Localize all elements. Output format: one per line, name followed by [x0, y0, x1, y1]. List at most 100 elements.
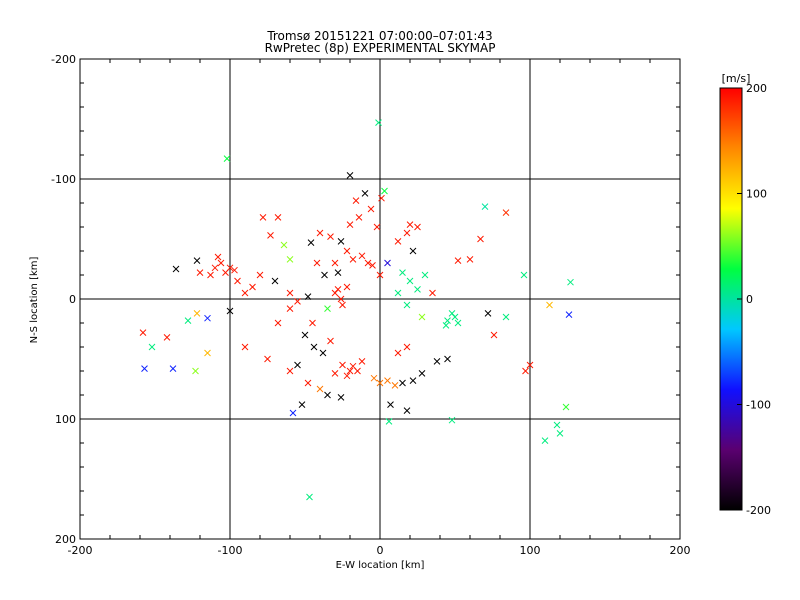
data-points	[139, 119, 574, 501]
x-tick-label: -100	[218, 544, 243, 557]
x-tick-label: -200	[68, 544, 93, 557]
data-point-cross	[241, 343, 249, 351]
y-tick-labels: 200 100 0 -100 -200	[51, 53, 76, 546]
data-point-cross	[378, 194, 385, 202]
data-point-cross	[267, 232, 274, 239]
data-point-cross	[349, 256, 357, 263]
data-point-cross	[211, 264, 219, 272]
data-point-cross	[429, 289, 436, 297]
data-point-cross	[403, 229, 411, 237]
colorbar: [m/s] 200 100 0 -100 -200	[719, 72, 771, 517]
data-point-cross	[502, 209, 510, 216]
data-point-cross	[249, 283, 256, 291]
data-point-cross	[409, 377, 417, 384]
data-point-cross	[343, 283, 351, 291]
data-point-cross	[309, 319, 316, 327]
data-point-cross	[327, 337, 334, 345]
data-point-cross	[204, 349, 211, 357]
data-point-cross	[477, 235, 484, 243]
data-point-cross	[367, 205, 375, 213]
data-point-cross	[184, 317, 192, 324]
data-point-cross	[369, 262, 376, 269]
data-point-cross	[256, 271, 264, 279]
data-point-cross	[319, 349, 327, 357]
y-tick-label: -200	[51, 53, 76, 66]
data-point-cross	[301, 331, 309, 339]
data-point-cross	[193, 257, 201, 264]
data-point-cross	[442, 322, 450, 329]
plot-area	[79, 58, 681, 540]
data-point-cross	[399, 269, 406, 276]
data-point-cross	[403, 301, 411, 309]
x-tick-labels: -200 -100 0 100 200	[68, 544, 691, 557]
data-point-cross	[264, 355, 271, 363]
data-point-cross	[343, 247, 351, 255]
data-point-cross	[391, 382, 399, 389]
data-point-cross	[481, 203, 489, 210]
y-tick-label: -100	[51, 173, 76, 186]
data-point-cross	[394, 349, 402, 357]
data-point-cross	[553, 421, 561, 429]
x-tick-label: 200	[670, 544, 691, 557]
data-point-cross	[339, 361, 346, 369]
data-point-cross	[567, 278, 574, 286]
data-point-cross	[141, 365, 148, 372]
data-point-cross	[339, 301, 346, 309]
data-point-cross	[346, 172, 354, 179]
data-point-cross	[334, 286, 342, 293]
data-point-cross	[337, 394, 345, 401]
data-point-cross	[298, 401, 306, 408]
y-axis-label: N-S location [km]	[29, 257, 40, 344]
data-point-cross	[304, 379, 312, 387]
data-point-cross	[148, 343, 156, 351]
data-point-cross	[433, 358, 441, 365]
y-tick-label: 0	[69, 293, 76, 306]
data-point-cross	[337, 238, 345, 245]
data-point-cross	[241, 289, 249, 297]
data-point-cross	[444, 355, 451, 363]
data-point-cross	[546, 301, 553, 309]
data-point-cross	[343, 372, 351, 380]
data-point-cross	[414, 286, 421, 293]
data-point-cross	[316, 229, 324, 237]
data-point-cross	[406, 277, 414, 285]
data-point-cross	[217, 259, 225, 267]
data-point-cross	[286, 289, 294, 297]
chart-title: Tromsø 20151221 07:00:00–07:01:43	[266, 29, 492, 43]
data-point-cross	[294, 361, 301, 369]
data-point-cross	[280, 241, 288, 249]
data-point-cross	[331, 370, 339, 377]
colorbar-tick-label: -200	[746, 504, 771, 517]
data-point-cross	[286, 305, 294, 312]
data-point-cross	[541, 437, 549, 444]
data-point-cross	[444, 317, 451, 324]
data-point-cross	[384, 259, 391, 267]
data-point-cross	[376, 271, 384, 279]
data-point-cross	[259, 214, 267, 221]
data-point-cross	[352, 197, 360, 204]
data-point-cross	[556, 430, 564, 437]
data-point-cross	[327, 233, 334, 240]
data-point-cross	[324, 391, 331, 399]
data-point-cross	[484, 310, 492, 317]
data-point-cross	[384, 377, 391, 384]
data-point-cross	[387, 401, 394, 408]
data-point-cross	[490, 331, 498, 339]
data-point-cross	[196, 269, 204, 276]
data-point-cross	[454, 257, 462, 264]
colorbar-tick-label: 0	[746, 293, 753, 306]
data-point-cross	[520, 271, 528, 279]
data-point-cross	[375, 119, 382, 126]
data-point-cross	[418, 313, 426, 321]
data-point-cross	[414, 223, 421, 231]
data-point-cross	[192, 367, 199, 375]
data-point-cross	[358, 358, 366, 365]
data-point-cross	[307, 239, 315, 246]
colorbar-tick-label: -100	[746, 399, 771, 412]
x-axis-label: E-W location [km]	[336, 560, 425, 571]
data-point-cross	[234, 277, 241, 285]
colorbar-ticks: 200 100 0 -100 -200	[737, 82, 771, 517]
data-point-cross	[139, 329, 147, 336]
data-point-cross	[304, 293, 312, 300]
data-point-cross	[346, 367, 354, 375]
